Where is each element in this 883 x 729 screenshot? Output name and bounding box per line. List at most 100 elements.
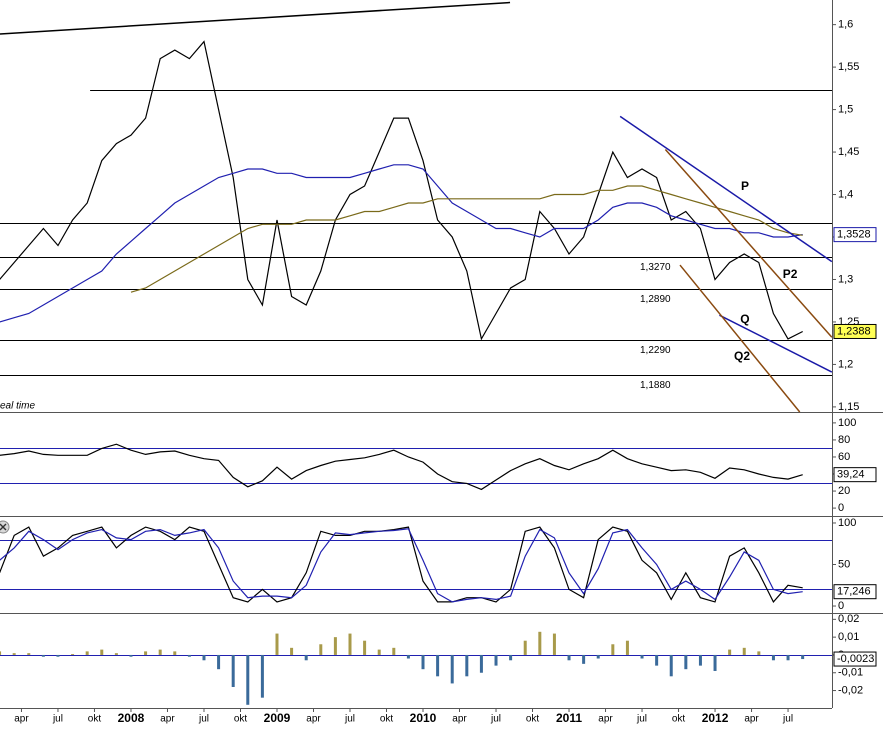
x-tick-label: okt: [380, 714, 394, 725]
y-tick-label: 1,45: [838, 146, 859, 158]
histogram-bar: [114, 653, 118, 655]
histogram-bar: [85, 651, 89, 655]
x-tick-label: jul: [52, 714, 63, 725]
x-tick-label: 2008: [118, 711, 145, 725]
histogram-bar: [801, 654, 805, 660]
histogram-bar: [552, 633, 556, 655]
y-tick-label: 0: [838, 600, 844, 612]
histogram-bar: [202, 654, 206, 661]
value-box: [833, 467, 877, 483]
histogram-bar: [158, 649, 162, 655]
value-box: [833, 227, 877, 243]
histogram-bar: [713, 654, 717, 671]
y-tick-label: -0,01: [838, 667, 863, 679]
trend-label: P: [741, 179, 749, 193]
y-tick-label: 1,15: [838, 401, 859, 413]
histogram-bar: [129, 654, 133, 657]
histogram-bar: [41, 654, 45, 657]
y-tick-label: 0,01: [838, 631, 859, 643]
histogram-bar: [260, 654, 264, 698]
histogram-bar: [392, 647, 396, 655]
histogram-bar: [406, 654, 410, 659]
histogram-bar: [12, 653, 16, 655]
value-box: [833, 584, 877, 600]
histogram-bar: [728, 649, 732, 655]
histogram-bar: [523, 640, 527, 655]
value-box-label: 39,24: [837, 469, 865, 481]
histogram-bar: [187, 654, 191, 657]
x-tick-label: okt: [672, 714, 686, 725]
trend-line: [0, 1, 511, 35]
histogram-bar: [742, 647, 746, 655]
histogram-bar: [56, 654, 60, 657]
trend-label: Q: [740, 312, 749, 326]
value-box: [833, 323, 877, 339]
trend-label: Q2: [734, 349, 750, 363]
histogram-bar: [71, 654, 75, 655]
series-line: [130, 185, 803, 293]
histogram-bar: [421, 654, 425, 670]
histogram-bar: [611, 644, 615, 655]
histogram-bar: [217, 654, 221, 670]
y-tick-label: 0: [838, 502, 844, 514]
x-tick-label: apr: [452, 714, 467, 725]
histogram-bar: [698, 654, 702, 666]
x-tick-label: jul: [490, 714, 501, 725]
trend-line: [664, 149, 833, 338]
close-icon-cross: [0, 523, 7, 531]
series-line: [0, 526, 803, 603]
histogram-bar: [567, 654, 571, 661]
histogram-bar: [377, 649, 381, 655]
x-tick-label: 2012: [702, 711, 729, 725]
histogram-bar: [290, 647, 294, 655]
y-tick-label: 100: [838, 517, 856, 529]
x-tick-label: jul: [344, 714, 355, 725]
status-text: eal time: [0, 401, 35, 412]
level-label: 1,2890: [640, 294, 671, 305]
y-tick-label: 80: [838, 434, 850, 446]
y-tick-label: 50: [838, 558, 850, 570]
trend-line: [719, 314, 833, 373]
histogram-bar: [173, 651, 177, 655]
histogram-bar: [436, 654, 440, 677]
value-box-label: 1,2388: [837, 325, 871, 337]
histogram-bar: [538, 631, 542, 655]
x-tick-label: 2011: [556, 711, 582, 725]
value-box-label: 1,3528: [837, 229, 871, 241]
x-tick-label: okt: [88, 714, 102, 725]
level-label: 1,2290: [640, 345, 671, 356]
y-tick-label: 60: [838, 451, 850, 463]
histogram-bar: [363, 640, 367, 655]
histogram-bar: [771, 654, 775, 661]
histogram-bar: [231, 654, 235, 687]
histogram-bar: [655, 654, 659, 666]
x-tick-label: apr: [598, 714, 613, 725]
x-tick-label: apr: [306, 714, 321, 725]
series-line: [0, 528, 803, 603]
series-line: [0, 40, 803, 341]
histogram-bar: [246, 654, 250, 705]
histogram-bar: [144, 651, 148, 655]
trend-line: [619, 115, 833, 263]
close-icon[interactable]: [0, 520, 10, 534]
y-tick-label: 100: [838, 417, 856, 429]
histogram-bar: [509, 654, 513, 661]
histogram-bar: [640, 654, 644, 659]
histogram-bar: [625, 640, 629, 655]
x-tick-label: jul: [782, 714, 793, 725]
histogram-bar: [757, 651, 761, 655]
histogram-bar: [450, 654, 454, 684]
y-tick-label: 1,4: [838, 188, 853, 200]
trend-line: [679, 264, 801, 413]
x-tick-label: apr: [160, 714, 175, 725]
y-tick-label: 1,5: [838, 103, 853, 115]
histogram-bar: [348, 633, 352, 655]
y-tick-label: 1,55: [838, 61, 859, 73]
x-tick-label: 2010: [410, 711, 437, 725]
x-tick-label: apr: [14, 714, 29, 725]
x-tick-label: jul: [636, 714, 647, 725]
y-tick-label: 1,2: [838, 358, 853, 370]
histogram-bar: [494, 654, 498, 666]
histogram-bar: [27, 653, 31, 655]
histogram-bar: [596, 654, 600, 659]
